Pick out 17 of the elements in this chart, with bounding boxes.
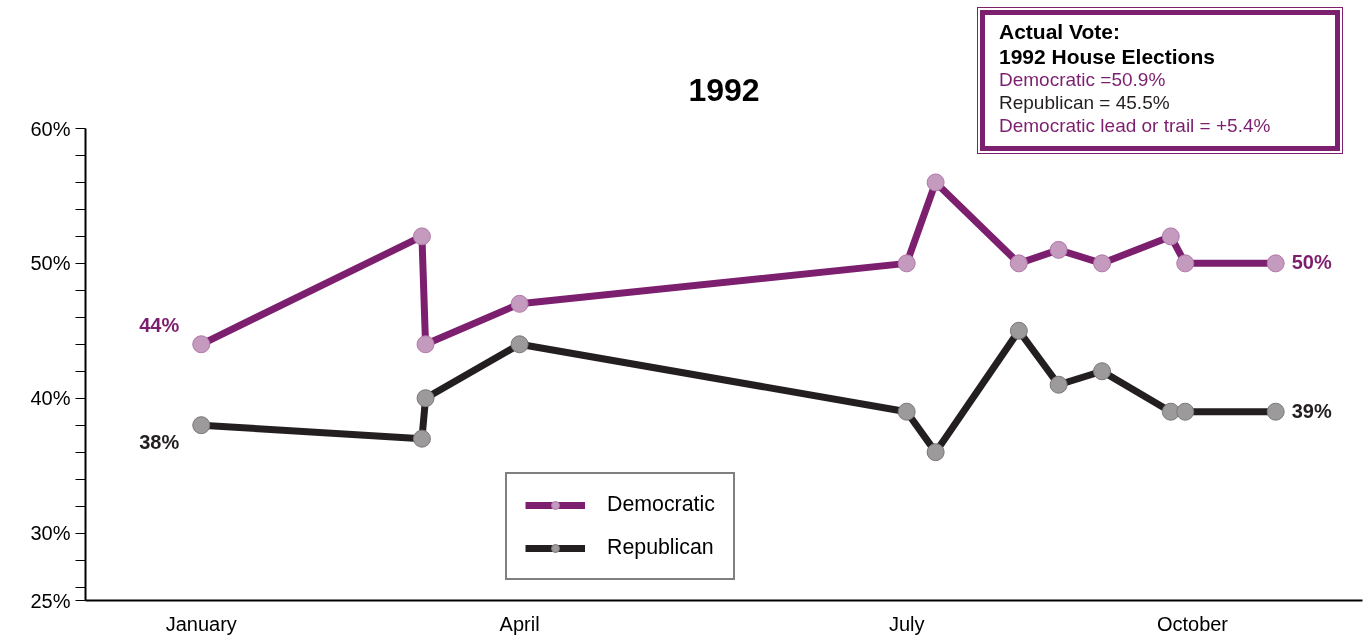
y-tick-label: 40% — [30, 387, 71, 410]
chart-title: 1992 — [688, 72, 760, 108]
y-tick-label: 25% — [30, 589, 71, 612]
y-tick-label: 30% — [30, 522, 71, 545]
data-label: 50% — [1291, 251, 1332, 274]
data-label: 38% — [139, 431, 180, 454]
y-tick-label: 60% — [30, 117, 71, 140]
annotation: Democratic lead or trail = +5.4% — [999, 114, 1272, 138]
x-tick-label: July — [888, 612, 925, 635]
legend-label: Democratic — [607, 492, 715, 517]
x-tick-label: October — [1156, 612, 1229, 635]
x-tick-label: April — [499, 612, 540, 635]
data-label: 44% — [139, 314, 180, 337]
y-tick-label: 50% — [30, 252, 71, 275]
data-label: 39% — [1291, 399, 1332, 422]
legend-label: Republican — [607, 535, 714, 560]
x-tick-label: January — [165, 612, 237, 635]
